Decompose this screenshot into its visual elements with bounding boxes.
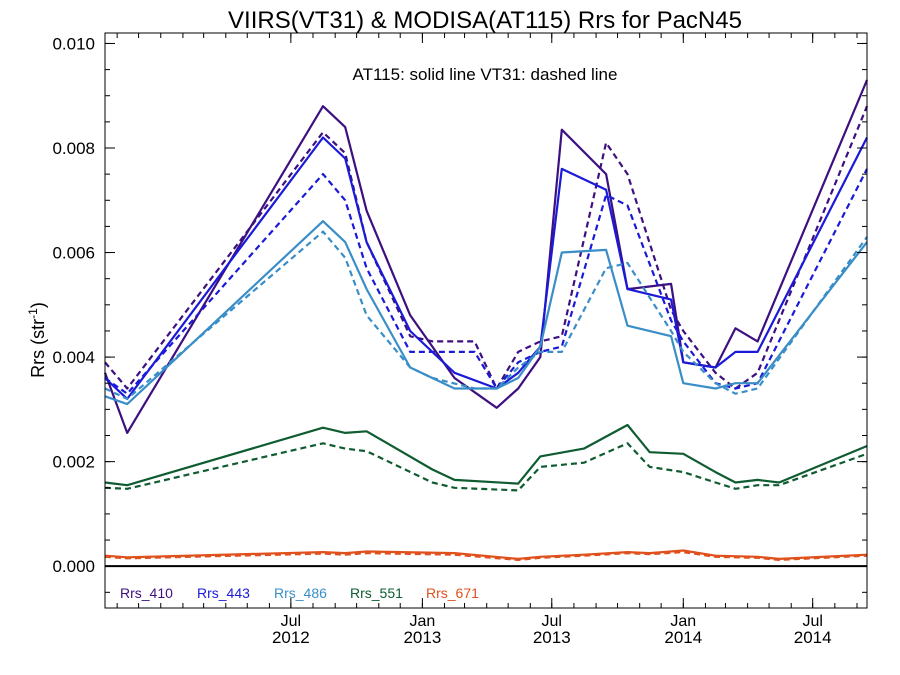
y-axis-label: Rrs (str-1): [26, 302, 48, 378]
series-line-rrs-671-vt31: [104, 550, 868, 562]
x-tick-label-month: Jan: [670, 613, 696, 630]
x-tick-label-year: 2013: [403, 628, 441, 647]
plot-area: 0.0000.0020.0040.0060.0080.010Jul2012Jan…: [52, 32, 869, 647]
y-tick-label: 0.006: [52, 244, 95, 263]
x-tick-label-month: Jul: [542, 613, 562, 630]
chart-annotation: AT115: solid line VT31: dashed line: [353, 65, 618, 84]
series-line-rrs-410-at115: [103, 79, 869, 434]
x-tick-label-month: Jul: [281, 613, 301, 630]
x-tick-label-year: 2012: [272, 628, 310, 647]
y-tick-label: 0.010: [52, 34, 95, 53]
y-tick-label: 0.000: [52, 557, 95, 576]
series-line-rrs-443-vt31: [104, 168, 868, 395]
x-tick-label-year: 2013: [533, 628, 571, 647]
x-tick-label-month: Jul: [802, 613, 822, 630]
legend-label-rrs-671: Rrs_671: [426, 585, 479, 601]
series-line-rrs-486-vt31: [104, 230, 868, 400]
chart-title: VIIRS(VT31) & MODISA(AT115) Rrs for PacN…: [228, 7, 742, 34]
legend-label-rrs-443: Rrs_443: [197, 585, 250, 601]
legend-label-rrs-486: Rrs_486: [274, 585, 327, 601]
series-line-rrs-551-vt31: [104, 442, 868, 492]
y-tick-label: 0.002: [52, 453, 95, 472]
y-axis-label-close: ): [28, 302, 48, 308]
series-line-rrs-551-at115: [104, 423, 868, 487]
series-line-rrs-410-vt31: [104, 105, 869, 390]
plot-frame: [104, 32, 868, 609]
legend-label-rrs-551: Rrs_551: [350, 585, 403, 601]
x-tick-label-year: 2014: [794, 628, 832, 647]
x-tick-label-month: Jan: [409, 613, 435, 630]
y-tick-label: 0.004: [52, 348, 95, 367]
y-axis-label-superscript: -1: [26, 308, 40, 319]
legend-label-rrs-410: Rrs_410: [120, 585, 173, 601]
y-tick-label: 0.008: [52, 139, 95, 158]
y-axis-label-main: Rrs (str: [28, 319, 48, 378]
series-line-rrs-486-at115: [104, 220, 868, 406]
x-tick-label-year: 2014: [664, 628, 702, 647]
